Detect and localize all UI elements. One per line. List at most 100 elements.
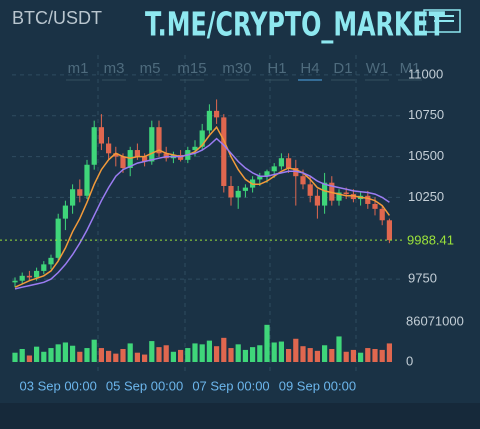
volume-bar (41, 351, 47, 362)
moving-average-line (14, 137, 390, 290)
candle-body (77, 189, 83, 196)
candle-body (307, 184, 313, 196)
volume-bar (134, 352, 140, 362)
menu-icon-box[interactable] (423, 9, 461, 33)
x-tick-label: 09 Sep 00:00 (279, 378, 356, 393)
candle-body (372, 203, 378, 209)
x-tick-label: 07 Sep 00:00 (192, 378, 269, 393)
volume-bar (314, 350, 320, 362)
candle-body (84, 164, 90, 196)
timeframe-button[interactable]: M1 (400, 60, 421, 77)
volume-bar (199, 344, 205, 362)
candle-body (62, 205, 68, 219)
volume-bar (336, 336, 342, 362)
watermark: T.ME/CRYPTO_MARKET (145, 5, 445, 44)
candle-body (314, 195, 320, 206)
candle-body (343, 192, 349, 195)
candle-body (192, 146, 198, 151)
candle-body (286, 158, 292, 169)
candle-body (300, 176, 306, 185)
volume-bar (365, 348, 371, 362)
candle-body (34, 270, 40, 278)
volume-bar (149, 341, 155, 362)
x-tick-label: 05 Sep 00:00 (106, 378, 183, 393)
volume-bar (379, 349, 385, 362)
timeframe-button[interactable]: W1 (366, 60, 389, 77)
candle-body (199, 130, 205, 147)
timeframe-button[interactable]: m5 (140, 60, 161, 77)
candle-body (70, 189, 76, 206)
pair-title: BTC/USDT (12, 8, 102, 28)
candle-body (113, 153, 119, 157)
volume-bar (264, 324, 270, 362)
x-tick-label: 03 Sep 00:00 (20, 378, 97, 393)
volume-tick-label: 0 (406, 353, 413, 368)
volume-bar (106, 350, 112, 362)
volume-bar (358, 352, 364, 362)
volume-bar (235, 344, 241, 362)
volume-bar (271, 342, 277, 362)
volume-bar (350, 349, 356, 362)
candle-body (271, 166, 277, 172)
y-tick-label: 9750 (408, 271, 437, 286)
volume-bar (372, 348, 378, 362)
volume-bar (228, 348, 234, 362)
candle-body (156, 127, 162, 154)
menu-icon[interactable] (423, 9, 461, 33)
volume-bar (278, 341, 284, 362)
bottom-strip (0, 403, 480, 429)
volume-bar (84, 348, 90, 362)
candle-body (322, 182, 328, 206)
candle-body (365, 195, 371, 204)
candle-body (163, 153, 169, 159)
y-tick-label: 11000 (408, 66, 443, 81)
candle-body (55, 218, 61, 258)
volume-bar (192, 343, 198, 362)
candle-body (257, 176, 263, 180)
volume-bar (48, 348, 54, 362)
volume-bar (322, 345, 328, 362)
volume-bar (221, 337, 227, 362)
volume-bar (343, 351, 349, 362)
volume-bar (178, 349, 184, 362)
candle-body (329, 182, 335, 201)
timeframe-button[interactable]: m3 (104, 60, 125, 77)
candle-body (293, 168, 299, 177)
candle-body (221, 117, 227, 186)
candle-body (134, 150, 140, 157)
candle-body (386, 220, 392, 241)
volume-bar (170, 351, 176, 362)
volume-bar (242, 349, 248, 362)
last-price-label: 9988.41 (407, 233, 454, 248)
candle-body (228, 185, 234, 198)
candle-body (350, 194, 356, 200)
candle-body (19, 275, 25, 281)
candle-body (206, 110, 212, 131)
candle-body (41, 264, 47, 271)
timeframe-button[interactable]: m1 (68, 60, 89, 77)
volume-bar (34, 346, 40, 362)
volume-bar (307, 348, 313, 362)
timeframe-button[interactable]: H1 (267, 60, 286, 77)
volume-bar (62, 342, 68, 362)
volume-bar (77, 351, 83, 362)
volume-bar (386, 343, 392, 362)
candle-body (26, 275, 32, 278)
volume-bar (300, 346, 306, 362)
timeframe-button[interactable]: D1 (333, 60, 352, 77)
candle-body (98, 127, 104, 144)
candle-body (242, 187, 248, 191)
volume-bar (185, 348, 191, 362)
volume-bar (329, 348, 335, 362)
volume-bar (91, 339, 97, 362)
candle-body (149, 127, 155, 162)
volume-bar (55, 344, 61, 362)
timeframe-button[interactable]: m15 (177, 60, 206, 77)
candle-body (178, 154, 184, 160)
timeframe-button[interactable]: m30 (222, 60, 251, 77)
timeframe-button[interactable]: H4 (300, 60, 319, 77)
candle-body (278, 158, 284, 167)
volume-bar (214, 346, 220, 362)
volume-bar (250, 347, 256, 362)
